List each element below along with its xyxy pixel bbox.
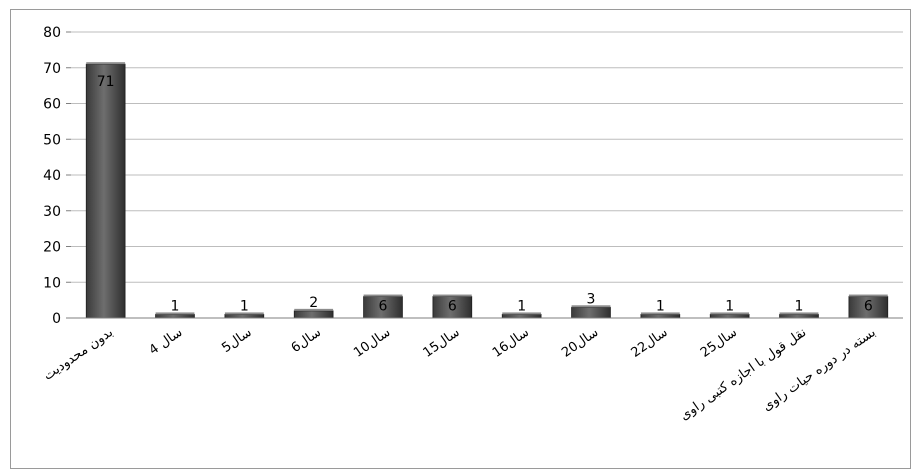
bar bbox=[85, 62, 126, 319]
category-label: 6سال bbox=[289, 325, 324, 356]
bar-cap bbox=[294, 308, 334, 311]
bar-body bbox=[85, 63, 126, 319]
category-label: بدون محدودیت bbox=[41, 325, 116, 384]
x-axis-categories: بدون محدودیت 4 سال 5سال 6سال 10سال 15سال 16سال… bbox=[41, 325, 879, 424]
bar-body bbox=[779, 314, 819, 319]
data-label: 6 bbox=[864, 299, 873, 315]
category-label: 4 سال bbox=[147, 325, 186, 358]
bar-body bbox=[571, 306, 611, 319]
bar-cap bbox=[432, 294, 472, 297]
bar-cap bbox=[86, 62, 126, 65]
bar-cap bbox=[848, 294, 888, 297]
bar-cap bbox=[224, 312, 264, 315]
chart-frame: 0 10 20 30 40 50 60 70 80 71 1 1 2 6 6 1 3 1 1 1 6 بدون محد… bbox=[10, 9, 911, 469]
data-label: 1 bbox=[517, 298, 526, 314]
data-label: 2 bbox=[309, 295, 318, 311]
y-tick-label: 0 bbox=[52, 311, 61, 327]
category-label: 5سال bbox=[219, 325, 254, 356]
bar-cap bbox=[779, 312, 819, 315]
category-label: 15سال bbox=[421, 325, 463, 361]
data-labels: 71 1 1 2 6 6 1 3 1 1 1 6 bbox=[97, 74, 873, 314]
category-label: 22سال bbox=[629, 325, 671, 361]
bar bbox=[363, 294, 403, 319]
y-tick-label: 60 bbox=[43, 97, 61, 113]
data-label: 1 bbox=[725, 298, 734, 314]
data-label: 1 bbox=[240, 298, 249, 314]
y-tick-label: 70 bbox=[43, 61, 61, 77]
bar-chart: 0 10 20 30 40 50 60 70 80 71 1 1 2 6 6 1 3 1 1 1 6 بدون محد… bbox=[41, 25, 903, 424]
bar-body bbox=[501, 314, 542, 319]
bar-cap bbox=[640, 312, 680, 315]
bar-cap bbox=[502, 312, 542, 315]
gridlines bbox=[71, 31, 903, 283]
category-label: 20سال bbox=[559, 325, 601, 361]
data-label: 3 bbox=[587, 291, 596, 307]
y-tick-label: 50 bbox=[43, 132, 61, 148]
bar-body bbox=[293, 310, 334, 319]
bar bbox=[432, 294, 473, 319]
bar-cap bbox=[571, 305, 611, 308]
bar-cap bbox=[155, 312, 195, 315]
y-axis-ticks: 0 10 20 30 40 50 60 70 80 bbox=[43, 25, 71, 327]
y-tick-label: 30 bbox=[43, 204, 61, 220]
data-label: 1 bbox=[171, 298, 180, 314]
bar-cap bbox=[710, 312, 750, 315]
category-label: 25سال bbox=[698, 325, 740, 361]
bars bbox=[85, 62, 889, 319]
data-label: 1 bbox=[656, 298, 665, 314]
y-tick-label: 80 bbox=[43, 25, 61, 41]
category-label: نقل قول با اجازه کتبی راوی bbox=[677, 325, 809, 424]
bar-cap bbox=[363, 294, 403, 297]
bar-body bbox=[709, 314, 750, 319]
y-tick-label: 10 bbox=[43, 275, 61, 291]
category-label: 16سال bbox=[490, 325, 532, 361]
bar-body bbox=[155, 314, 195, 319]
bar-body bbox=[640, 314, 681, 319]
data-label: 71 bbox=[97, 74, 115, 90]
data-label: 6 bbox=[448, 299, 457, 315]
bar-body bbox=[224, 314, 265, 319]
data-label: 1 bbox=[795, 298, 804, 314]
y-tick-label: 40 bbox=[43, 168, 61, 184]
category-label: بسته در دوره حیات راوی bbox=[760, 325, 879, 414]
y-tick-label: 20 bbox=[43, 240, 61, 256]
data-label: 6 bbox=[379, 299, 388, 315]
category-label: 10سال bbox=[351, 325, 393, 361]
